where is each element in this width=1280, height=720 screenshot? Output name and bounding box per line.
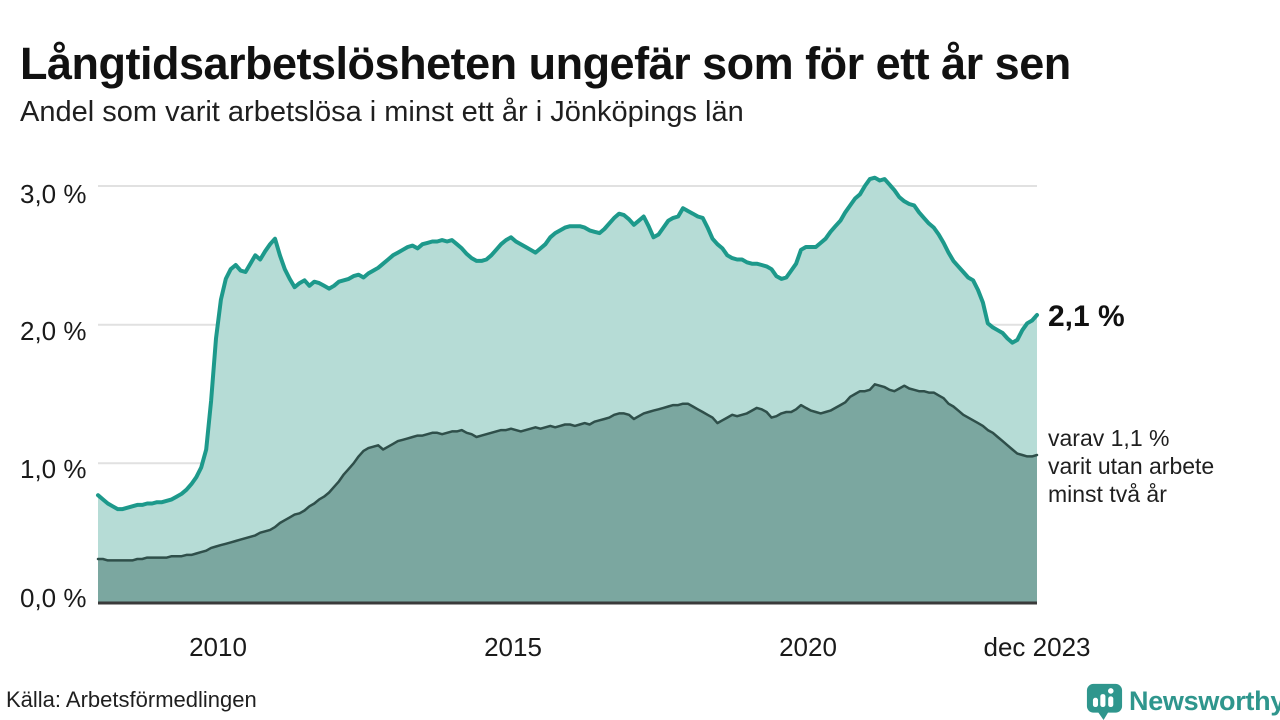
y-tick-2: 2,0 % <box>20 316 87 346</box>
annotation-line-1: varav 1,1 % <box>1048 425 1170 451</box>
x-tick-2015: 2015 <box>484 632 542 662</box>
end-value-label: 2,1 % <box>1048 300 1125 333</box>
series-line-one-year <box>96 175 1039 512</box>
newsworthy-logo-icon <box>1086 683 1123 720</box>
newsworthy-wordmark: Newsworthy <box>1129 686 1280 716</box>
x-tick-dec2023: dec 2023 <box>983 632 1091 662</box>
series-area-two-years <box>98 384 1037 602</box>
series-line-two-years <box>96 383 1039 562</box>
newsworthy-logo: Newsworthy <box>1086 683 1280 720</box>
x-tick-2020: 2020 <box>779 632 837 662</box>
source-credit: Källa: Arbetsförmedlingen <box>6 687 257 712</box>
chart-subtitle: Andel som varit arbetslösa i minst ett å… <box>20 96 744 128</box>
two-year-annotation: varav 1,1 % varit utan arbete minst två … <box>1048 424 1214 508</box>
annotation-line-3: minst två år <box>1048 481 1167 507</box>
page-title: Långtidsarbetslösheten ungefär som för e… <box>20 38 1071 90</box>
annotation-line-2: varit utan arbete <box>1048 453 1215 479</box>
y-tick-3: 3,0 % <box>20 179 87 209</box>
x-tick-2010: 2010 <box>189 632 247 662</box>
y-tick-1: 1,0 % <box>20 454 87 484</box>
y-tick-0: 0,0 % <box>20 583 87 613</box>
